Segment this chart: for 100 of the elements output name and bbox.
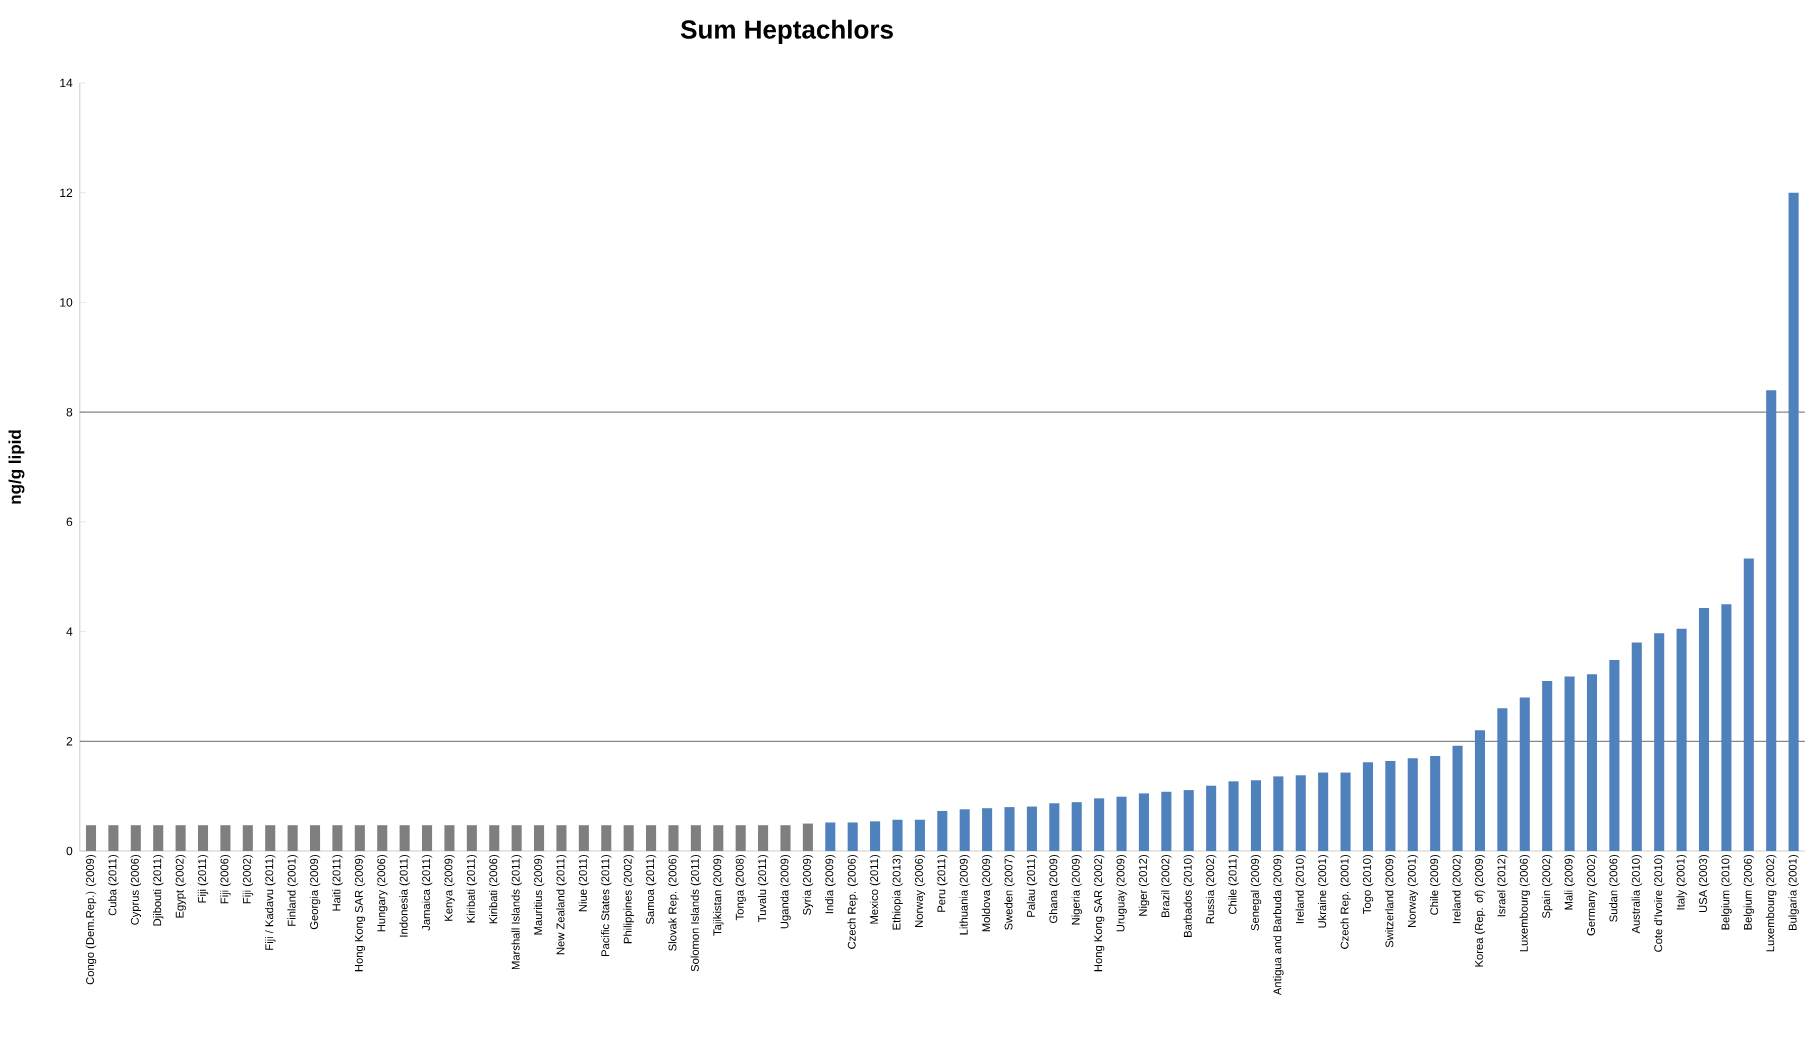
bar <box>1026 806 1037 851</box>
x-tick-label: Kiribati (2006) <box>489 855 500 924</box>
x-tick-label: Israel (2012) <box>1497 855 1508 917</box>
x-tick-label: Djibouti (2011) <box>152 855 164 926</box>
x-tick-label: Hong Kong SAR (2002) <box>1093 855 1105 972</box>
x-tick-label: Italy (2001) <box>1676 855 1687 910</box>
bar <box>175 825 186 851</box>
x-tick-label: Australia (2010) <box>1631 855 1643 934</box>
x-tick-label: Ghana (2009) <box>1049 855 1060 923</box>
bar <box>1743 558 1754 851</box>
x-tick-label: Ukraine (2001) <box>1317 855 1329 928</box>
bar <box>1004 807 1015 851</box>
bar <box>85 825 97 851</box>
bar <box>668 825 679 851</box>
bar <box>1788 192 1799 851</box>
y-tick-label: 14 <box>60 78 73 88</box>
bar <box>489 825 500 851</box>
bar <box>220 825 231 851</box>
x-tick-label: Uganda (2009) <box>780 855 791 929</box>
bar <box>1631 642 1642 851</box>
bar <box>1654 633 1665 851</box>
y-tick-label: 12 <box>60 188 73 197</box>
bar <box>825 822 836 851</box>
y-tick-label: 2 <box>66 737 73 746</box>
bar <box>1250 780 1261 851</box>
bar <box>1542 680 1553 851</box>
x-tick-label: Slovak Rep. (2006) <box>668 855 679 951</box>
bar <box>892 819 903 851</box>
x-tick-label: Jamaica (2011) <box>421 855 433 931</box>
x-tick-label: Luxembourg (2002) <box>1765 855 1777 952</box>
bar <box>1609 660 1620 851</box>
bar <box>354 825 365 851</box>
x-tick-label: Uruguay (2009) <box>1116 855 1127 932</box>
bar <box>466 825 477 851</box>
bar <box>1519 697 1530 851</box>
bar <box>422 825 433 851</box>
bar <box>265 825 276 851</box>
bar <box>578 825 589 851</box>
x-tick-label: Tuvalu (2011) <box>757 855 769 923</box>
bar <box>1564 676 1575 851</box>
bar <box>623 825 634 851</box>
x-tick-label: Georgia (2009) <box>309 855 321 930</box>
bar <box>399 825 410 851</box>
bar <box>735 825 746 851</box>
bar <box>153 825 164 851</box>
x-tick-label: Fiji (2002) <box>242 855 254 904</box>
bar <box>646 825 657 851</box>
bar <box>1474 730 1486 851</box>
bar <box>1273 776 1284 851</box>
x-tick-label: Fiji / Kadavu (2011) <box>265 855 276 950</box>
bar <box>914 819 925 851</box>
bar <box>1183 790 1194 851</box>
bar <box>1676 628 1687 851</box>
bar <box>556 825 567 851</box>
bar <box>1452 745 1463 851</box>
x-tick-label: Chile (2009) <box>1429 855 1441 915</box>
chart-title: Sum Heptachlors <box>680 19 893 44</box>
x-tick-label: Moldova (2009) <box>981 855 993 932</box>
x-tick-label: Samoa (2011) <box>645 855 657 925</box>
bar <box>332 825 343 851</box>
x-tick-label: Tonga (2008) <box>735 855 746 921</box>
x-tick-label: Norway (2001) <box>1407 855 1418 927</box>
bar <box>287 825 298 851</box>
x-tick-label: Bulgaria (2001) <box>1788 855 1799 931</box>
x-tick-label: New Zealand (2011) <box>556 855 567 955</box>
bar <box>377 825 388 851</box>
bar <box>197 825 209 851</box>
bar <box>847 822 858 851</box>
y-tick-label: 4 <box>66 627 73 636</box>
x-tick-label: Sweden (2007) <box>1004 855 1015 930</box>
bar <box>1766 390 1777 851</box>
x-tick-label: Syria (2009) <box>802 855 814 915</box>
x-tick-label: Switzerland (2009) <box>1385 855 1396 948</box>
bar <box>1698 607 1710 851</box>
bar <box>242 825 253 851</box>
x-tick-label: Russia (2002) <box>1205 855 1217 924</box>
x-tick-label: Indonesia (2011) <box>399 855 410 937</box>
bar <box>982 808 993 851</box>
bar <box>1071 802 1082 851</box>
x-tick-label: Luxembourg (2006) <box>1519 855 1530 952</box>
x-tick-label: Korea (Rep. of) (2009) <box>1474 855 1486 967</box>
x-tick-label: Mauritius (2009) <box>533 855 545 935</box>
bar <box>1586 674 1598 851</box>
x-tick-label: Kiribati (2011) <box>466 855 478 923</box>
bar <box>1228 781 1239 851</box>
x-tick-label: Egypt (2002) <box>175 855 186 918</box>
bar <box>1318 772 1329 851</box>
bar <box>937 810 948 851</box>
bar <box>802 823 813 851</box>
x-tick-label: USA (2003) <box>1698 855 1710 913</box>
x-tick-label: Tajikistan (2009) <box>713 855 724 936</box>
x-tick-label: Brazil (2002) <box>1161 855 1172 917</box>
x-tick-label: Barbados (2010) <box>1183 855 1194 937</box>
y-axis-title: ng/g lipid <box>8 430 25 504</box>
bar <box>534 825 545 851</box>
bar <box>780 825 791 851</box>
bar <box>870 821 881 851</box>
x-tick-label: Niue (2011) <box>578 855 590 912</box>
x-tick-label: Finland (2001) <box>287 855 298 926</box>
x-tick-label: Lithuania (2009) <box>959 855 970 935</box>
